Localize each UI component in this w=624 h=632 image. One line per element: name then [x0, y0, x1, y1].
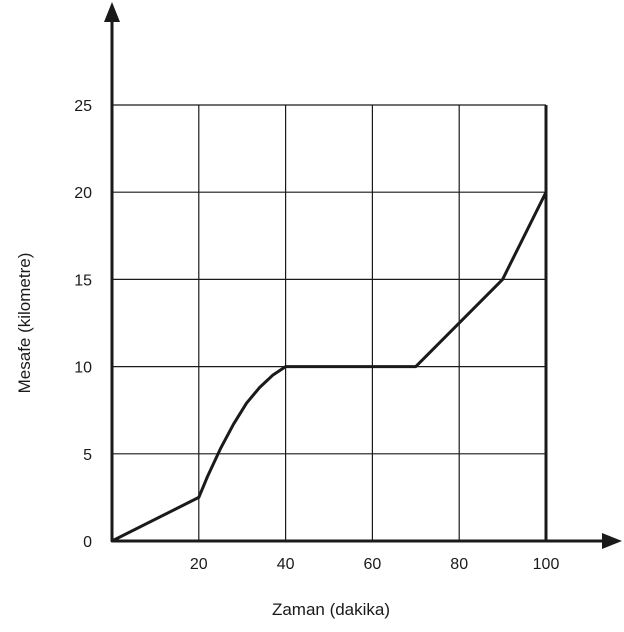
y-tick-labels: 0 5 10 15 20 25	[74, 98, 92, 551]
y-tick-label: 15	[74, 272, 92, 289]
y-tick-label: 5	[83, 447, 92, 464]
x-tick-label: 100	[533, 556, 560, 573]
y-tick-label: 20	[74, 185, 92, 202]
series-line	[110, 190, 548, 543]
y-tick-label: 0	[83, 534, 92, 551]
x-axis-arrow	[602, 533, 622, 549]
x-axis-title: Zaman (dakika)	[272, 600, 390, 619]
axes	[104, 2, 622, 549]
x-tick-label: 80	[450, 556, 468, 573]
y-tick-label: 10	[74, 360, 92, 377]
y-tick-label: 25	[74, 98, 92, 115]
y-axis-arrow	[104, 2, 120, 22]
y-axis-title: Mesafe (kilometre)	[15, 253, 34, 394]
x-tick-label: 40	[277, 556, 295, 573]
x-tick-label: 60	[364, 556, 382, 573]
x-tick-labels: 20 40 60 80 100	[190, 556, 560, 573]
x-tick-label: 20	[190, 556, 208, 573]
grid	[112, 104, 548, 541]
series	[110, 190, 548, 543]
